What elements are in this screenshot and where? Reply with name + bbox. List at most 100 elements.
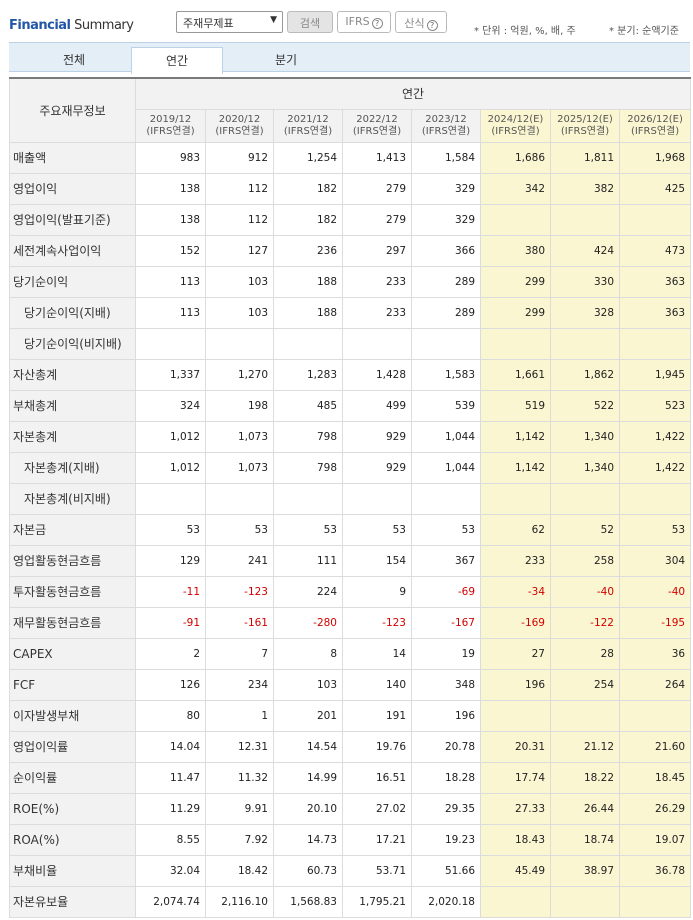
table-cell: 289 xyxy=(411,265,481,298)
table-cell: 7.92 xyxy=(205,823,274,856)
table-cell: 129 xyxy=(135,544,206,577)
row-label: 투자활동현금흐름 xyxy=(9,575,136,608)
table-cell: 45.49 xyxy=(480,854,551,887)
table-row: 당기순이익 113 103 188 233 289 299 330 363 xyxy=(9,265,692,298)
table-cell: -34 xyxy=(480,575,551,608)
table-cell: 126 xyxy=(135,668,206,701)
row-label: 자본총계(지배) xyxy=(9,451,136,484)
table-cell: 8 xyxy=(273,637,343,670)
table-cell: 2,074.74 xyxy=(135,885,206,918)
table-cell: 188 xyxy=(273,265,343,298)
question-icon: ? xyxy=(371,18,383,29)
table-cell: 188 xyxy=(273,296,343,329)
table-row: 순이익률 11.47 11.32 14.99 16.51 18.28 17.74 18.22 1… xyxy=(9,761,692,794)
table-cell: 1,428 xyxy=(342,358,412,391)
table-cell: 196 xyxy=(480,668,551,701)
table-cell: 328 xyxy=(550,296,620,329)
table-cell: 19 xyxy=(411,637,481,670)
table-cell: -40 xyxy=(550,575,620,608)
formula-help-button[interactable]: 산식? xyxy=(395,11,447,33)
row-label: 순이익률 xyxy=(9,761,136,794)
table-cell: 1,811 xyxy=(550,141,620,174)
table-cell: 523 xyxy=(618,389,692,422)
table-cell: 138 xyxy=(135,203,206,236)
table-cell: 329 xyxy=(411,203,481,236)
table-cell: -280 xyxy=(273,606,343,639)
period-year: 2022/12 xyxy=(356,113,398,125)
table-cell: 1,422 xyxy=(618,451,692,484)
table-cell: 27.02 xyxy=(342,792,412,825)
table-cell: 1,012 xyxy=(135,451,206,484)
table-cell: 1,283 xyxy=(273,358,343,391)
tab-all[interactable]: 전체 xyxy=(62,53,86,67)
table-cell: 499 xyxy=(342,389,412,422)
ifrs-help-button[interactable]: IFRS? xyxy=(337,11,391,33)
table-row: 자본금 53 53 53 53 53 62 52 53 xyxy=(9,513,692,546)
statement-type-value: 주재무제표 xyxy=(183,17,234,30)
table-cell: 16.51 xyxy=(342,761,412,794)
table-row: 자본총계 1,012 1,073 798 929 1,044 1,142 1,340 1,422 xyxy=(9,420,692,453)
row-label: 자산총계 xyxy=(9,358,136,391)
table-cell: 1,337 xyxy=(135,358,206,391)
table-cell xyxy=(550,327,620,360)
table-cell: 80 xyxy=(135,699,206,732)
table-cell: 17.74 xyxy=(480,761,551,794)
period-year: 2019/12 xyxy=(149,113,192,125)
table-cell: 7 xyxy=(205,637,274,670)
table-cell: 53 xyxy=(135,513,206,546)
table-cell: 1,073 xyxy=(205,420,274,453)
table-cell: 297 xyxy=(342,234,412,267)
table-cell: 20.10 xyxy=(273,792,343,825)
table-cell: 28 xyxy=(550,637,620,670)
period-basis: (IFRS연결) xyxy=(352,125,402,137)
table-cell: 279 xyxy=(342,203,412,236)
table-row: 이자발생부채 80 1 201 191 196 xyxy=(9,699,692,732)
quarter-basis-note: * 분기: 순액기준 xyxy=(609,26,679,37)
table-cell: 53 xyxy=(273,513,343,546)
table-cell: 1,073 xyxy=(205,451,274,484)
chevron-down-icon: ▼ xyxy=(270,15,277,25)
period-year: 2026/12(E) xyxy=(627,113,683,125)
table-cell: 367 xyxy=(411,544,481,577)
table-cell: 201 xyxy=(273,699,343,732)
row-label: 자본금 xyxy=(9,513,136,546)
table-cell: 103 xyxy=(205,296,274,329)
search-button[interactable]: 검색 xyxy=(287,11,333,33)
tab-quarterly[interactable]: 분기 xyxy=(274,53,298,67)
table-cell: 53 xyxy=(342,513,412,546)
table-cell xyxy=(273,327,343,360)
table-cell: 112 xyxy=(205,203,274,236)
table-row: 당기순이익(비지배) xyxy=(9,327,692,360)
period-basis: (IFRS연결) xyxy=(421,125,471,137)
table-cell xyxy=(480,885,551,918)
table-cell: 279 xyxy=(342,172,412,205)
table-cell xyxy=(480,699,551,732)
table-cell xyxy=(480,482,551,515)
table-cell: 1,413 xyxy=(342,141,412,174)
formula-label: 산식 xyxy=(404,17,425,30)
table-cell: 424 xyxy=(550,234,620,267)
table-cell: 1 xyxy=(205,699,274,732)
tab-annual[interactable]: 연간 xyxy=(131,47,223,74)
table-cell: -161 xyxy=(205,606,274,639)
statement-type-select[interactable]: 주재무제표 ▼ xyxy=(176,11,283,33)
table-cell: 9 xyxy=(342,575,412,608)
table-cell: 113 xyxy=(135,265,206,298)
table-cell: 929 xyxy=(342,420,412,453)
row-label: 이자발생부채 xyxy=(9,699,136,732)
table-row: 영업활동현금흐름 129 241 111 154 367 233 258 304 xyxy=(9,544,692,577)
table-cell: 1,340 xyxy=(550,451,620,484)
table-cell: 27 xyxy=(480,637,551,670)
table-cell: 19.76 xyxy=(342,730,412,763)
table-cell: 236 xyxy=(273,234,343,267)
row-label: 자본총계 xyxy=(9,420,136,453)
table-cell: 1,568.83 xyxy=(273,885,343,918)
table-cell: 329 xyxy=(411,172,481,205)
table-cell: 233 xyxy=(480,544,551,577)
period-header: 2026/12(E) (IFRS연결) xyxy=(618,108,692,143)
table-cell: 14.54 xyxy=(273,730,343,763)
table-cell: 9.91 xyxy=(205,792,274,825)
table-cell: 62 xyxy=(480,513,551,546)
table-cell: 14 xyxy=(342,637,412,670)
table-cell: 224 xyxy=(273,575,343,608)
